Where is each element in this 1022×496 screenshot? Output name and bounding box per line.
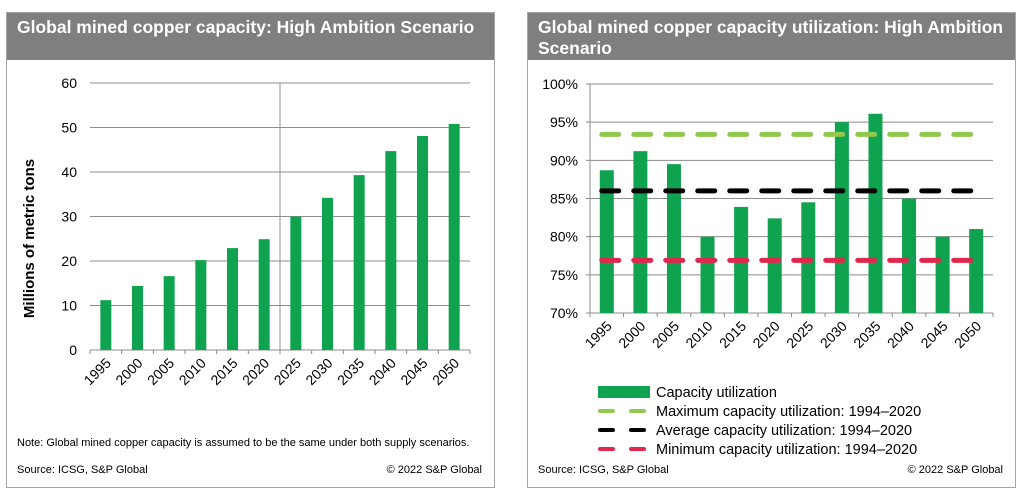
y-tick-label: 30 — [61, 209, 77, 225]
bar — [258, 239, 270, 350]
legend-label: Capacity utilization — [656, 385, 777, 401]
bar — [322, 197, 333, 350]
bar — [448, 123, 460, 350]
bar — [353, 175, 365, 350]
bar — [195, 260, 207, 350]
utilization-chart-source: Source: ICSG, S&P Global — [538, 464, 669, 476]
y-tick-label: 40 — [61, 164, 77, 180]
bar — [385, 151, 397, 350]
y-tick-label: 60 — [61, 75, 77, 91]
bar — [834, 122, 849, 314]
bar — [633, 151, 648, 313]
utilization-chart-title: Global mined copper capacity utilization… — [528, 13, 1015, 60]
legend-label: Maximum capacity utilization: 1994–2020 — [656, 404, 921, 420]
y-axis-title: Millions of metric tons — [21, 159, 38, 318]
capacity-chart-copyright: © 2022 S&P Global — [386, 464, 482, 476]
utilization-chart-copyright: © 2022 S&P Global — [907, 464, 1003, 476]
bar — [700, 236, 715, 313]
bar — [227, 248, 238, 350]
y-tick-label: 95% — [550, 114, 578, 130]
y-tick-label: 75% — [550, 267, 578, 283]
y-tick-label: 100% — [542, 76, 578, 92]
legend-swatch-bar — [598, 386, 650, 398]
bar — [767, 218, 782, 313]
x-tick-label: 2000 — [615, 318, 648, 351]
bar — [290, 216, 302, 350]
bar — [100, 300, 112, 350]
x-tick-label: 2025 — [783, 318, 816, 351]
bar — [599, 170, 614, 313]
x-tick-label: 2045 — [917, 318, 950, 351]
x-tick-label: 2035 — [850, 318, 883, 351]
capacity-chart-source: Source: ICSG, S&P Global — [17, 464, 148, 476]
y-tick-label: 85% — [550, 191, 578, 207]
x-tick-label: 2030 — [817, 318, 850, 351]
bar — [132, 285, 143, 350]
capacity-chart-panel: Global mined copper capacity: High Ambit… — [6, 12, 495, 488]
y-tick-label: 10 — [61, 298, 77, 314]
y-tick-label: 70% — [550, 305, 578, 321]
bar — [868, 113, 883, 314]
bar — [969, 229, 984, 313]
bar — [801, 202, 816, 313]
x-tick-label: 2020 — [749, 318, 782, 351]
legend-label: Minimum capacity utilization: 1994–2020 — [656, 442, 917, 458]
y-tick-label: 50 — [61, 120, 77, 136]
capacity-chart-title: Global mined copper capacity: High Ambit… — [7, 13, 494, 60]
x-tick-label: 2050 — [951, 318, 984, 351]
bar — [666, 164, 681, 313]
bar — [902, 198, 917, 313]
x-tick-label: 1995 — [582, 318, 615, 351]
capacity-chart-note: Note: Global mined copper capacity is as… — [17, 437, 470, 449]
x-tick-label: 2040 — [884, 318, 917, 351]
x-tick-label: 2005 — [649, 318, 682, 351]
x-tick-label: 2010 — [682, 318, 715, 351]
y-tick-label: 20 — [61, 253, 77, 269]
bar — [163, 276, 175, 350]
y-tick-label: 0 — [69, 342, 77, 358]
y-tick-label: 90% — [550, 152, 578, 168]
bar — [417, 135, 428, 350]
bar — [935, 236, 950, 313]
legend-label: Average capacity utilization: 1994–2020 — [656, 423, 912, 439]
x-tick-label: 2015 — [716, 318, 749, 351]
y-tick-label: 80% — [550, 229, 578, 245]
